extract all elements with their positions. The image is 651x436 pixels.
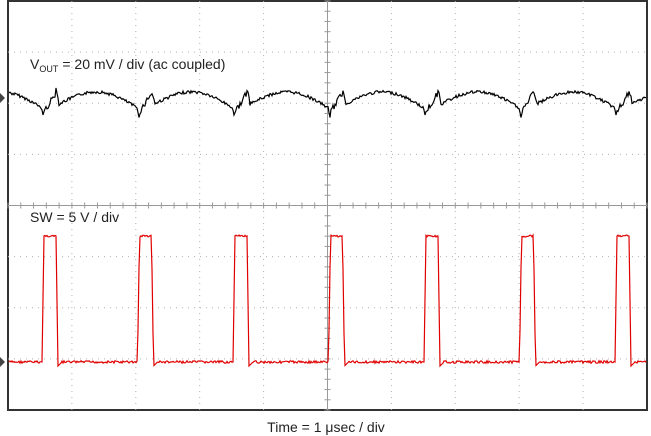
time-label: Time = 1 μsec / div: [267, 419, 385, 435]
vout-symbol: V: [30, 56, 40, 72]
vout-subscript: OUT: [39, 64, 59, 74]
vout-marker: [0, 93, 5, 103]
sw-trace: [8, 233, 647, 368]
vout-text: = 20 mV / div (ac coupled): [62, 56, 225, 72]
vout-label: VOUT = 20 mV / div (ac coupled): [30, 56, 225, 74]
sw-label: SW = 5 V / div: [30, 209, 119, 225]
grid: [7, 0, 648, 411]
vout-trace: [8, 87, 647, 118]
sw-marker: [0, 357, 5, 367]
